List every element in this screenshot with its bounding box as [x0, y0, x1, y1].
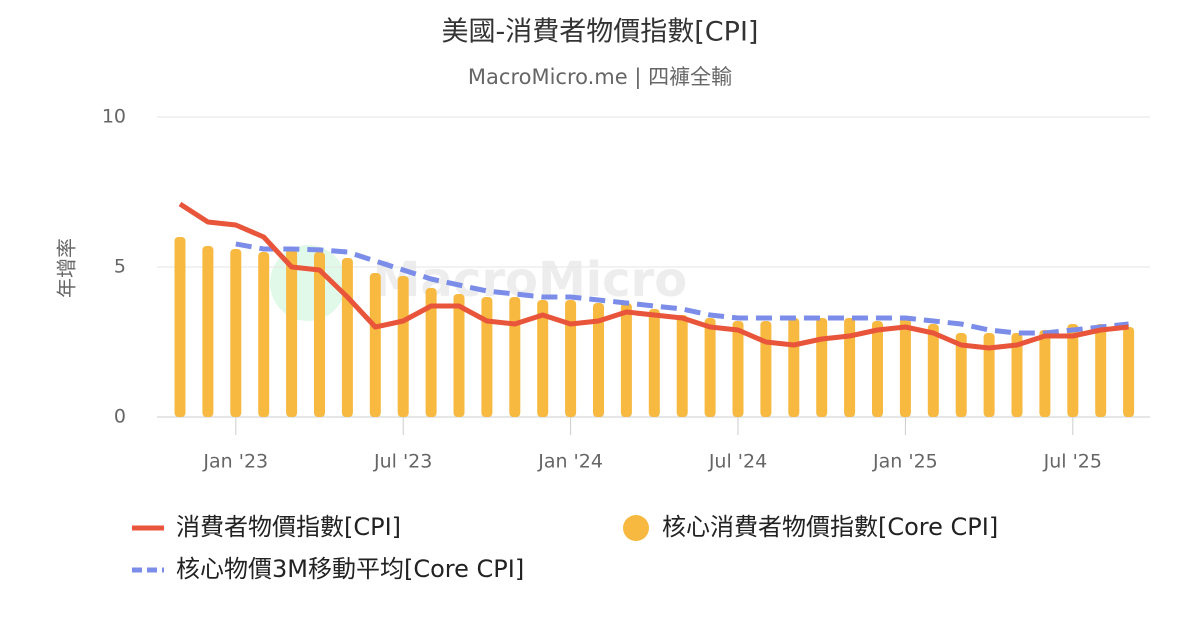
bar	[230, 249, 242, 417]
bar	[844, 318, 856, 417]
bar	[369, 273, 381, 417]
bar	[872, 321, 883, 417]
bar	[760, 321, 772, 417]
line	[235, 241, 1129, 336]
bar	[341, 258, 353, 417]
bar	[174, 237, 186, 417]
bar	[453, 294, 465, 417]
legend-swatch	[623, 515, 649, 541]
bar	[732, 321, 744, 417]
bar	[509, 297, 521, 417]
x-tick-label: Jan '23	[202, 451, 268, 473]
bar	[286, 249, 298, 417]
bar	[593, 303, 604, 417]
bar	[481, 297, 493, 417]
watermark: MacroMicro	[373, 252, 688, 308]
bar	[955, 333, 967, 417]
bar	[565, 300, 577, 417]
bar	[397, 276, 409, 417]
legend-label: 核心物價3M移動平均[Core CPI]	[176, 555, 524, 583]
bar	[788, 318, 800, 417]
bar	[1095, 324, 1107, 417]
bar	[1123, 327, 1135, 417]
bar	[1067, 324, 1079, 417]
bar	[620, 303, 632, 417]
y-tick-label: 0	[114, 406, 126, 428]
x-tick-label: Jul '24	[708, 451, 767, 473]
bar	[704, 318, 716, 417]
y-tick-label: 10	[102, 106, 126, 128]
x-tick-label: Jul '25	[1043, 451, 1102, 473]
bar	[899, 318, 911, 417]
bar	[202, 246, 214, 417]
bar	[258, 252, 270, 417]
line	[178, 201, 1129, 351]
bar	[816, 318, 828, 417]
bar	[676, 315, 688, 417]
bar	[1039, 330, 1051, 417]
legend-label: 核心消費者物價指數[Core CPI]	[662, 513, 998, 541]
y-axis-label: 年增率	[55, 238, 79, 298]
chart-subtitle: MacroMicro.me | 四褲全輸	[468, 65, 732, 90]
bar	[648, 309, 660, 417]
x-tick-label: Jan '25	[872, 451, 938, 473]
x-tick-label: Jul '23	[373, 451, 432, 473]
bar	[314, 252, 325, 417]
bar	[425, 288, 437, 417]
y-tick-label: 5	[114, 256, 126, 278]
chart-title: 美國-消費者物價指數[CPI]	[442, 17, 759, 48]
legend-label: 消費者物價指數[CPI]	[176, 513, 401, 541]
bar	[537, 300, 549, 417]
bar	[983, 333, 995, 417]
bar	[927, 324, 939, 417]
bar	[1011, 333, 1023, 417]
x-tick-label: Jan '24	[537, 451, 603, 473]
